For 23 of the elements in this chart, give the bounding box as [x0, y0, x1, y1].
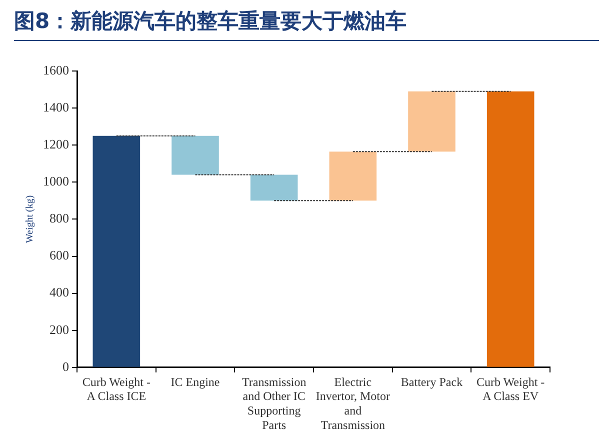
bar [329, 152, 377, 201]
bar [92, 136, 140, 367]
y-tick-label: 600 [50, 248, 69, 263]
x-tick-label: IC Engine [170, 374, 220, 389]
y-axis-title: Weight (kg) [24, 195, 36, 244]
bar [172, 136, 219, 175]
chart-title: 图8：新能源汽车的整车重量要大于燃油车 [14, 6, 599, 41]
y-tick-label: 0 [62, 358, 69, 374]
bar [408, 91, 456, 152]
bar [486, 91, 534, 367]
y-tick-label: 1600 [43, 62, 69, 78]
y-tick-label: 1200 [43, 136, 69, 152]
x-tick-label: Curb Weight - A Class EV [476, 374, 545, 404]
y-tick-label: 1000 [43, 174, 69, 189]
x-tick-label: Curb Weight - A Class ICE [82, 374, 150, 404]
x-tick-label: Battery Pack [400, 374, 463, 389]
bar [250, 174, 298, 201]
y-tick-label: 1400 [43, 99, 69, 114]
y-tick-label: 400 [50, 284, 69, 300]
x-tick-label: Electric Invertor, Motor and Transmission [316, 374, 390, 432]
y-tick-label: 800 [50, 210, 69, 226]
x-tick-label: Transmission and Other IC Supporting Parts [242, 374, 306, 432]
y-tick-label: 200 [50, 322, 69, 337]
